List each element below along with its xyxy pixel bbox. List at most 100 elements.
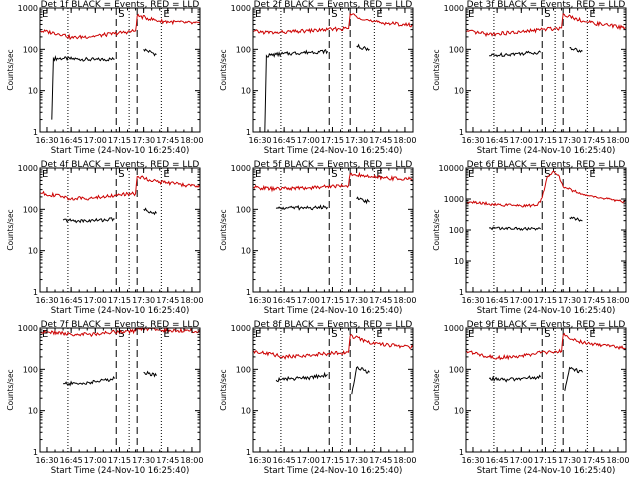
lld-series-line	[253, 171, 414, 193]
x-tick-label: 17:45	[156, 456, 179, 465]
y-tick-label: 1	[33, 448, 38, 457]
x-tick-label: 18:00	[606, 296, 629, 305]
x-axis-label: Start Time (24-Nov-10 16:25:40)	[51, 146, 190, 156]
x-tick-label: 17:15	[321, 136, 344, 145]
y-tick-label: 1	[246, 288, 251, 297]
flag-label: E	[42, 9, 48, 20]
x-axis-label: Start Time (24-Nov-10 16:25:40)	[477, 146, 616, 156]
panel-title: Det 4f BLACK = Events, RED = LLD	[41, 160, 200, 170]
x-tick-label: 16:30	[461, 296, 484, 305]
x-tick-label: 17:30	[558, 136, 581, 145]
x-tick-label: 17:45	[156, 296, 179, 305]
y-tick-label: 1000	[231, 4, 251, 13]
x-tick-label: 16:45	[486, 136, 509, 145]
plot-frame	[39, 7, 201, 133]
x-tick-label: 16:45	[486, 296, 509, 305]
y-tick-label: 1	[459, 288, 464, 297]
y-axis-label: Counts/sec	[219, 49, 228, 90]
events-series-line	[564, 366, 583, 391]
y-axis-label: Counts/sec	[6, 369, 15, 410]
y-tick-label: 1000	[18, 4, 38, 13]
plot-frame	[465, 7, 627, 133]
x-tick-label: 17:15	[108, 136, 131, 145]
y-axis-label: Counts/sec	[6, 49, 15, 90]
x-tick-label: 17:00	[297, 136, 320, 145]
events-series-line	[275, 371, 328, 383]
y-axis-label: Counts/sec	[219, 369, 228, 410]
x-tick-label: 17:15	[321, 296, 344, 305]
x-tick-label: 17:30	[345, 136, 368, 145]
y-tick-label: 100	[449, 226, 464, 235]
flag-label: S	[544, 329, 550, 340]
lld-series-line	[253, 333, 414, 360]
events-series-line	[356, 43, 370, 52]
x-tick-label: 17:15	[108, 456, 131, 465]
x-tick-label: 17:30	[345, 296, 368, 305]
y-axis-label: Counts/sec	[432, 49, 441, 90]
flag-label: S	[544, 169, 550, 180]
lld-series-line	[466, 170, 626, 208]
x-tick-label: 16:30	[35, 456, 58, 465]
x-tick-label: 17:00	[510, 136, 533, 145]
x-axis-label: Start Time (24-Nov-10 16:25:40)	[51, 466, 190, 476]
y-tick-label: 1000	[18, 324, 38, 333]
x-tick-label: 16:45	[60, 136, 83, 145]
y-tick-label: 1000	[444, 195, 464, 204]
y-tick-label: 100	[449, 365, 464, 374]
x-tick-label: 17:45	[369, 296, 392, 305]
y-tick-label: 1	[246, 128, 251, 137]
x-axis-label: Start Time (24-Nov-10 16:25:40)	[51, 306, 190, 316]
events-series-line	[51, 55, 115, 120]
x-tick-label: 18:00	[180, 136, 203, 145]
flag-label: E	[468, 9, 474, 20]
panel-title: Det 7f BLACK = Events, RED = LLD	[41, 320, 200, 330]
x-axis-label: Start Time (24-Nov-10 16:25:40)	[477, 306, 616, 316]
plot-frame	[465, 167, 627, 293]
y-tick-label: 10	[241, 247, 251, 256]
plot-frame	[252, 327, 414, 453]
x-tick-label: 18:00	[606, 456, 629, 465]
x-tick-label: 17:00	[84, 456, 107, 465]
x-tick-label: 17:15	[534, 136, 557, 145]
x-tick-label: 17:45	[582, 456, 605, 465]
x-tick-label: 18:00	[393, 456, 416, 465]
x-axis-label: Start Time (24-Nov-10 16:25:40)	[477, 466, 616, 476]
panel-title: Det 6f BLACK = Events, RED = LLD	[467, 160, 626, 170]
x-tick-label: 18:00	[393, 136, 416, 145]
x-tick-label: 17:30	[558, 296, 581, 305]
y-tick-label: 1	[33, 128, 38, 137]
y-tick-label: 100	[236, 45, 251, 54]
lld-series-line	[40, 13, 201, 41]
x-axis-label: Start Time (24-Nov-10 16:25:40)	[264, 146, 403, 156]
x-tick-label: 17:00	[510, 296, 533, 305]
plot-frame	[252, 7, 414, 133]
y-tick-label: 10	[28, 87, 38, 96]
events-series-line	[569, 46, 583, 53]
y-tick-label: 10	[454, 407, 464, 416]
flag-label: E	[163, 329, 169, 340]
events-series-line	[143, 370, 157, 378]
x-tick-label: 16:30	[461, 456, 484, 465]
y-tick-label: 100	[236, 205, 251, 214]
events-series-line	[63, 375, 116, 387]
x-tick-label: 16:45	[60, 296, 83, 305]
y-tick-label: 1000	[231, 164, 251, 173]
x-tick-label: 17:30	[132, 456, 155, 465]
flag-label: E	[589, 9, 595, 20]
x-tick-label: 17:45	[582, 296, 605, 305]
events-series-line	[264, 48, 329, 133]
plot-frame	[252, 167, 414, 293]
x-axis-label: Start Time (24-Nov-10 16:25:40)	[264, 466, 403, 476]
events-series-line	[488, 374, 542, 383]
y-tick-label: 100	[449, 45, 464, 54]
y-tick-label: 1000	[18, 164, 38, 173]
y-tick-label: 1000	[444, 324, 464, 333]
x-tick-label: 16:45	[273, 296, 296, 305]
x-tick-label: 17:30	[558, 456, 581, 465]
y-tick-label: 10	[28, 247, 38, 256]
